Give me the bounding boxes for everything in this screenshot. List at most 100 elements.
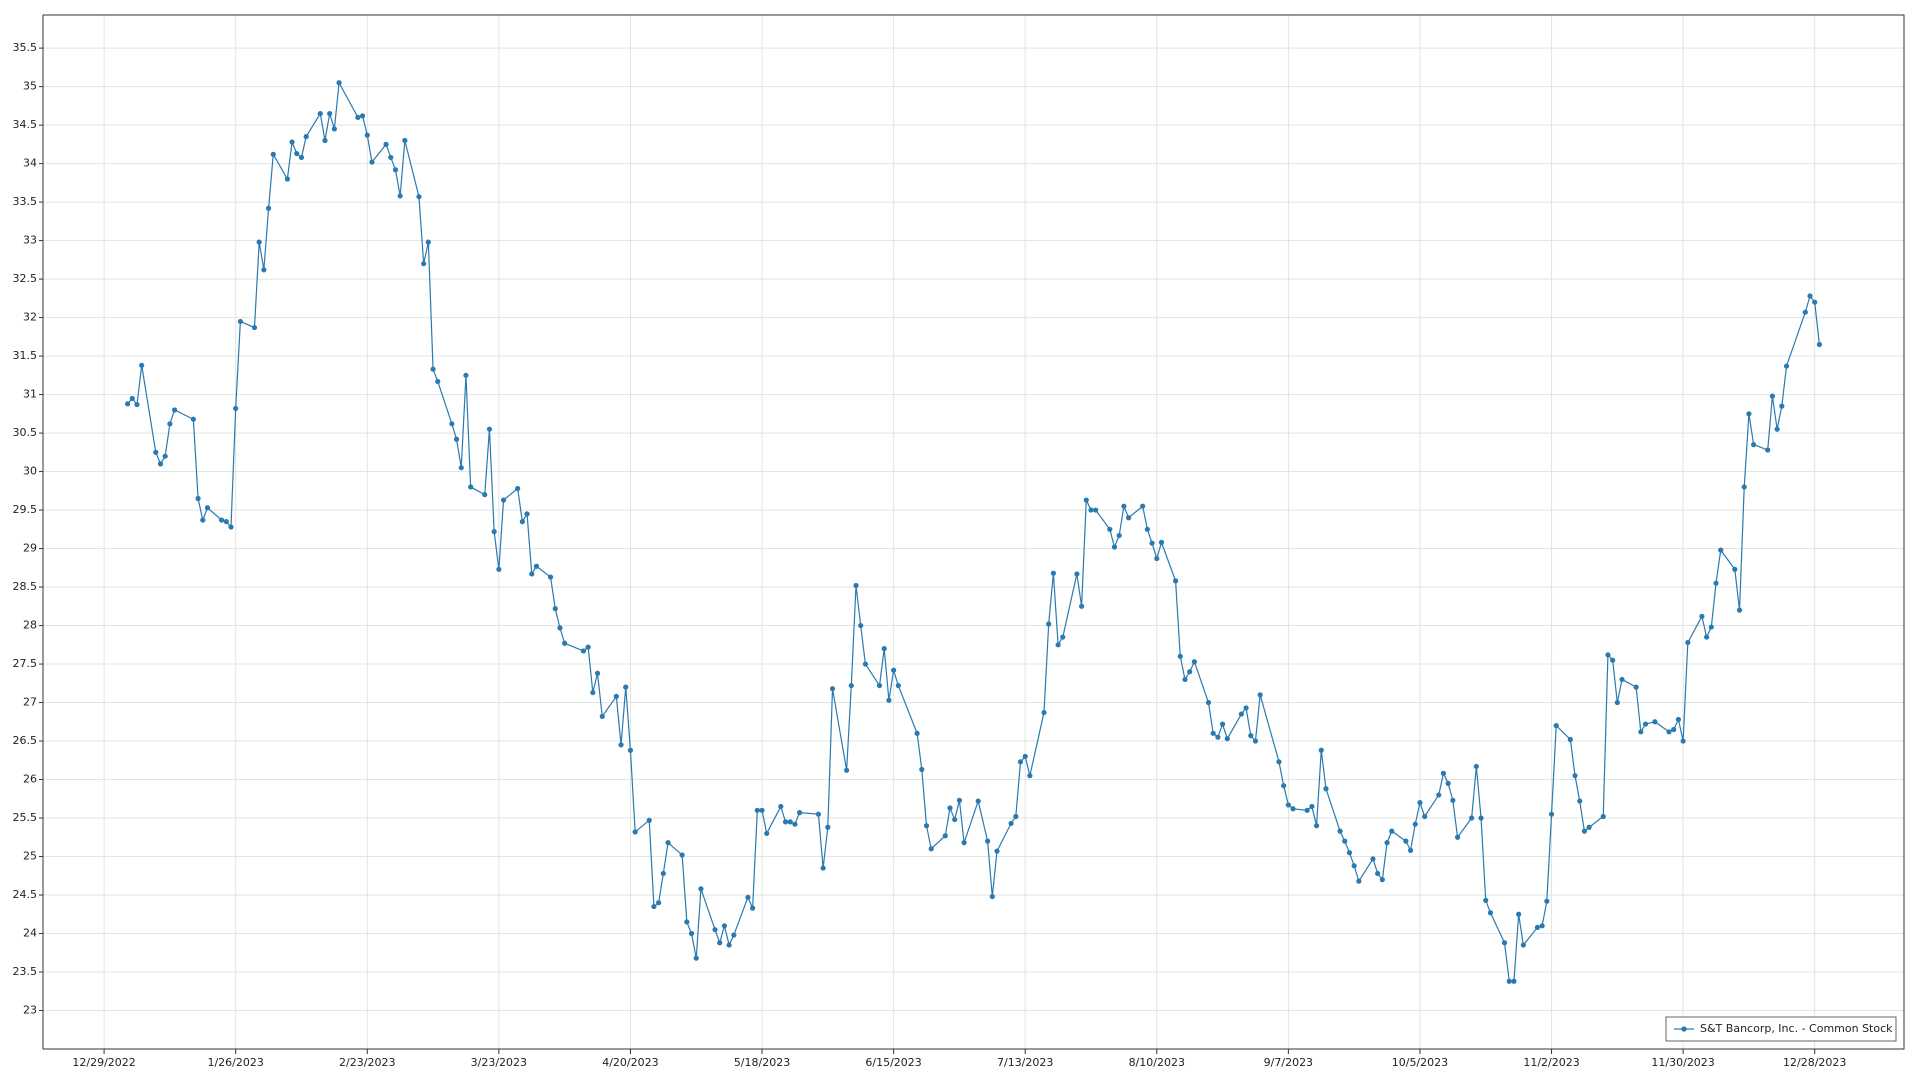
data-point — [294, 150, 300, 157]
data-point — [1544, 898, 1550, 904]
data-point — [270, 151, 276, 157]
y-tick-label: 33 — [23, 234, 37, 247]
x-tick-label: 8/10/2023 — [1129, 1056, 1185, 1069]
data-point — [698, 886, 704, 892]
data-point — [261, 267, 267, 273]
data-point — [928, 846, 934, 852]
data-point — [1304, 807, 1310, 813]
data-point — [1812, 299, 1818, 305]
x-tick-label: 4/20/2023 — [602, 1056, 658, 1069]
y-tick-label: 35.5 — [13, 41, 38, 54]
data-point — [1158, 539, 1165, 545]
data-point — [1553, 723, 1559, 729]
data-point — [1671, 726, 1677, 733]
data-point — [1783, 363, 1790, 369]
data-point — [862, 661, 869, 667]
data-point — [1619, 676, 1625, 683]
y-tick-label: 33.5 — [13, 195, 38, 208]
data-point — [1210, 730, 1216, 736]
data-point — [1215, 734, 1221, 740]
data-point — [947, 805, 953, 811]
data-point — [952, 816, 958, 823]
y-tick-label: 28 — [23, 619, 37, 632]
data-point — [1736, 607, 1743, 613]
y-tick-label: 34.5 — [13, 118, 38, 131]
data-point — [590, 689, 596, 696]
data-point — [1125, 515, 1132, 521]
data-point — [1713, 580, 1719, 586]
data-point — [383, 141, 389, 147]
data-point — [1379, 877, 1385, 883]
legend-box — [1665, 1016, 1897, 1042]
data-point — [1704, 634, 1710, 640]
data-point — [721, 923, 728, 929]
plot-frame — [42, 14, 1905, 1050]
data-point — [1022, 753, 1028, 760]
data-point — [594, 670, 601, 676]
data-point — [233, 405, 239, 412]
x-tick-label: 11/2/2023 — [1523, 1056, 1579, 1069]
data-point — [975, 798, 981, 804]
data-point — [1610, 657, 1616, 663]
data-point — [1403, 838, 1409, 844]
data-point — [1501, 940, 1508, 946]
x-tick-label: 9/7/2023 — [1264, 1056, 1313, 1069]
data-point — [1666, 729, 1672, 735]
data-point — [712, 927, 718, 933]
data-point — [1539, 923, 1545, 929]
data-point — [1116, 532, 1122, 539]
data-point — [1765, 447, 1771, 453]
data-point — [1187, 669, 1193, 675]
data-point — [134, 401, 140, 408]
data-point — [491, 529, 497, 535]
data-point — [223, 519, 229, 525]
data-point — [750, 905, 756, 911]
data-point — [848, 682, 854, 689]
data-point — [1290, 806, 1296, 812]
data-point — [1017, 759, 1024, 765]
data-point — [327, 110, 333, 117]
data-point — [533, 563, 540, 569]
data-point — [547, 574, 554, 580]
data-point — [435, 378, 441, 385]
data-point — [858, 622, 864, 629]
data-point — [1238, 711, 1244, 717]
data-point — [228, 524, 234, 530]
data-point — [1276, 759, 1282, 765]
data-point — [1154, 555, 1160, 562]
data-point — [745, 894, 751, 900]
data-point — [660, 870, 666, 877]
data-point — [251, 324, 258, 331]
data-point — [430, 366, 436, 372]
data-point — [1243, 705, 1249, 711]
data-point — [1732, 566, 1738, 572]
data-point — [853, 582, 859, 589]
y-tick-label: 25.5 — [13, 811, 38, 824]
data-point — [1774, 426, 1780, 432]
data-point — [524, 511, 530, 517]
data-point — [726, 942, 732, 948]
y-tick-label: 30.5 — [13, 426, 38, 439]
data-point — [1708, 624, 1714, 630]
data-point — [1614, 699, 1620, 706]
data-point — [1356, 878, 1362, 884]
data-point — [519, 519, 525, 525]
data-point — [961, 840, 967, 846]
data-point — [731, 932, 737, 938]
data-point — [1685, 639, 1691, 646]
data-point — [829, 686, 836, 692]
data-point — [458, 465, 464, 471]
data-point — [1436, 792, 1442, 798]
legend-swatch-dot — [1681, 1026, 1687, 1032]
data-point — [1581, 828, 1588, 834]
data-point — [1487, 910, 1494, 916]
data-point — [500, 497, 507, 503]
data-point — [1638, 729, 1644, 735]
data-point — [656, 900, 662, 906]
data-point — [303, 134, 309, 140]
data-point — [792, 821, 798, 827]
y-tick-label: 28.5 — [13, 580, 38, 593]
data-point — [1600, 813, 1606, 820]
